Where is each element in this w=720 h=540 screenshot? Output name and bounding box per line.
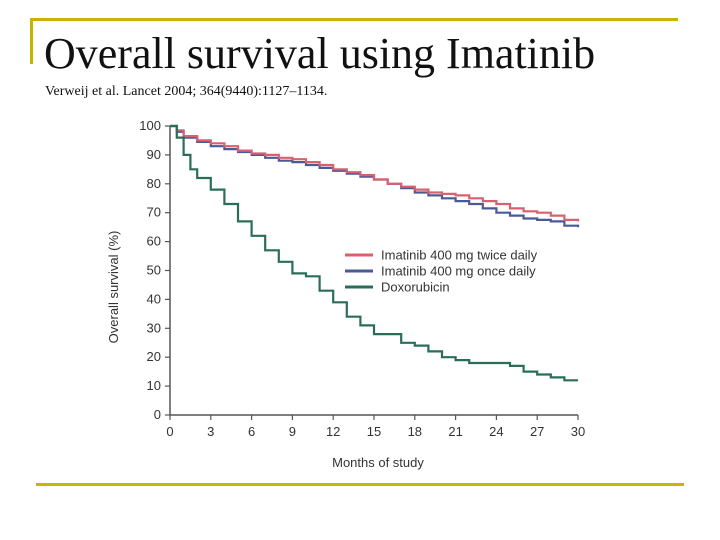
survival-chart-svg: 0 10 20 30 40 50 60 70 80 90 100 0 3 6 9 12 15 18 21 24 27 30… [106,118,585,470]
y-tick-label: 20 [147,349,161,364]
x-tick-label: 30 [571,424,585,439]
y-tick-label: 30 [147,320,161,335]
y-tick-label: 100 [139,118,161,133]
y-axis-label: Overall survival (%) [106,231,121,344]
accent-rule-bottom [36,483,684,486]
chart-axes: 0 10 20 30 40 50 60 70 80 90 100 0 3 6 9 12 15 18 21 24 27 30 [139,118,585,439]
x-tick-label: 24 [489,424,503,439]
x-tick-label: 6 [248,424,255,439]
slide-title: Overall survival using Imatinib [44,29,596,78]
x-tick-label: 12 [326,424,340,439]
series-line-doxorubicin [170,124,578,382]
x-tick-label: 3 [207,424,214,439]
legend-label: Doxorubicin [381,280,450,295]
x-tick-label: 15 [367,424,381,439]
x-axis-label: Months of study [332,455,424,470]
y-tick-label: 10 [147,378,161,393]
legend-label: Imatinib 400 mg once daily [381,264,536,279]
y-tick-label: 80 [147,176,161,191]
chart-series [170,124,580,382]
x-tick-label: 21 [448,424,462,439]
y-tick-label: 40 [147,291,161,306]
accent-bar-vertical [30,18,33,64]
legend-label: Imatinib 400 mg twice daily [381,248,538,263]
y-tick-label: 70 [147,205,161,220]
x-tick-label: 0 [166,424,173,439]
x-tick-label: 18 [408,424,422,439]
y-tick-label: 50 [147,263,161,278]
survival-chart: 0 10 20 30 40 50 60 70 80 90 100 0 3 6 9 12 15 18 21 24 27 30… [100,112,600,477]
accent-rule-top [30,18,678,21]
series-line-imatinib-400-mg-twice-daily [170,124,580,222]
x-tick-label: 27 [530,424,544,439]
y-tick-label: 0 [154,407,161,422]
citation-text: Verweij et al. Lancet 2004; 364(9440):11… [45,84,328,99]
y-tick-label: 60 [147,234,161,249]
y-tick-label: 90 [147,147,161,162]
x-tick-label: 9 [289,424,296,439]
